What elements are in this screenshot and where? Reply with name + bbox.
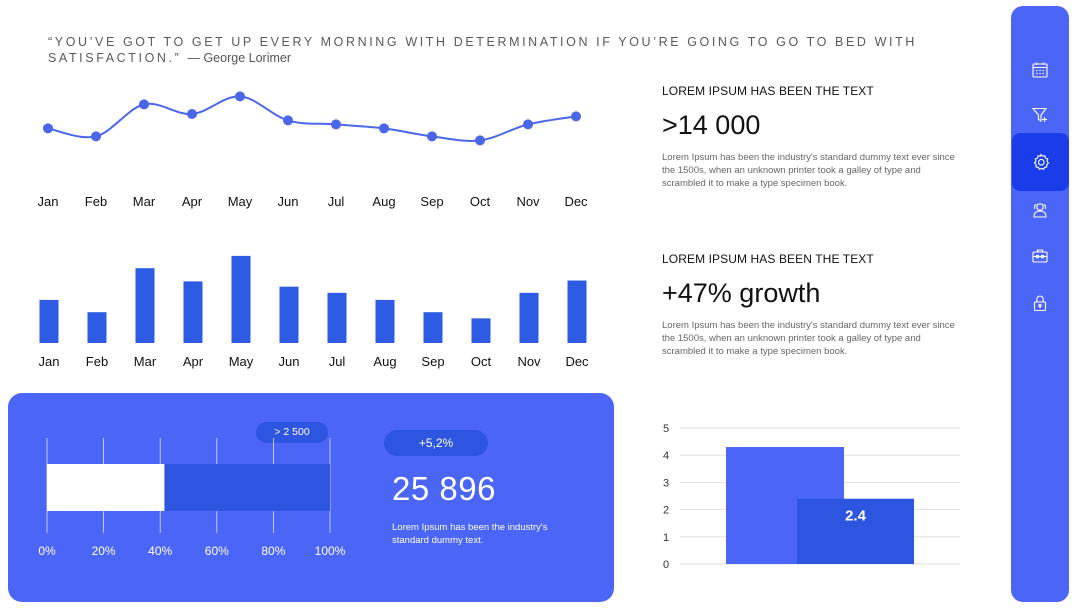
bar-dec bbox=[567, 280, 587, 343]
data-point-sep bbox=[427, 131, 437, 142]
sidebar-item-filter[interactable] bbox=[1011, 92, 1069, 138]
x-tick-label: 100% bbox=[315, 544, 346, 558]
bar-jul bbox=[327, 292, 347, 343]
bar-apr bbox=[183, 281, 203, 343]
data-point-mar bbox=[139, 99, 149, 110]
x-tick-label: Apr bbox=[183, 354, 204, 369]
users-icon bbox=[1033, 203, 1047, 218]
progress-segment-1 bbox=[47, 464, 165, 511]
stat-heading: LOREM IPSUM HAS BEEN THE TEXT bbox=[662, 252, 874, 266]
x-tick-label: 20% bbox=[92, 544, 116, 558]
series-line bbox=[47, 95, 577, 142]
filter-icon bbox=[1031, 107, 1048, 122]
bar-sep bbox=[423, 312, 443, 343]
stat-heading: LOREM IPSUM HAS BEEN THE TEXT bbox=[662, 84, 874, 98]
x-tick-label: Mar bbox=[133, 194, 156, 209]
monthly-line-chart: Jan Feb Mar Apr May Jun Jul Aug Sep Oct Nov Dec bbox=[38, 91, 588, 209]
x-tick-label: Sep bbox=[420, 194, 443, 209]
data-point-oct bbox=[475, 135, 485, 146]
data-label: 2.4 bbox=[845, 508, 867, 525]
x-tick-label: Jul bbox=[328, 194, 345, 209]
comparison-bar-chart: 0 1 2 3 4 5 2.4 bbox=[663, 423, 960, 571]
x-tick-label: Jun bbox=[278, 194, 299, 209]
x-tick-label: Feb bbox=[86, 354, 108, 369]
x-tick-label: Feb bbox=[85, 194, 107, 209]
x-tick-label: Dec bbox=[564, 194, 588, 209]
bar-nov bbox=[519, 292, 539, 343]
progress-bar-chart: 0% 20% 40% 60% 80% 100% bbox=[38, 438, 346, 558]
data-point-feb bbox=[91, 131, 101, 142]
bar-may bbox=[231, 255, 251, 343]
y-tick-label: 1 bbox=[663, 532, 669, 544]
y-tick-label: 3 bbox=[663, 477, 669, 489]
kpi-description: Lorem Ipsum has been the industry's stan… bbox=[392, 522, 548, 546]
stat-description: Lorem Ipsum has been the industry's stan… bbox=[662, 320, 955, 357]
progress-segment-2 bbox=[164, 464, 330, 511]
data-point-dec bbox=[571, 111, 581, 122]
x-tick-label: Aug bbox=[372, 194, 395, 209]
quote: “YOU’VE GOT TO GET UP EVERY MORNING WITH… bbox=[48, 34, 948, 66]
bar-jan bbox=[39, 299, 59, 343]
stat-block-2: LOREM IPSUM HAS BEEN THE TEXT +47% growt… bbox=[662, 252, 962, 358]
stat-block-1: LOREM IPSUM HAS BEEN THE TEXT >14 000 Lo… bbox=[662, 84, 962, 190]
x-tick-label: Mar bbox=[134, 354, 157, 369]
x-tick-label: Nov bbox=[516, 194, 540, 209]
sidebar bbox=[1011, 6, 1069, 602]
growth-badge: +5,2% bbox=[384, 430, 488, 456]
x-tick-label: 80% bbox=[261, 544, 285, 558]
x-tick-label: Nov bbox=[517, 354, 541, 369]
x-tick-label: Jul bbox=[329, 354, 346, 369]
kpi-panel: > 2 500 0% 20% 40% 60% 80% 100% +5,2% 25 896 … bbox=[8, 393, 614, 602]
data-point-apr bbox=[187, 109, 197, 119]
y-tick-label: 4 bbox=[663, 450, 669, 462]
stat-value: >14 000 bbox=[662, 110, 761, 140]
x-tick-label: 60% bbox=[205, 544, 229, 558]
x-tick-label: 0% bbox=[38, 544, 56, 558]
quote-author: — George Lorimer bbox=[187, 51, 291, 65]
x-tick-label: Oct bbox=[470, 194, 491, 209]
sidebar-item-settings[interactable] bbox=[1012, 133, 1069, 191]
briefcase-icon bbox=[1032, 249, 1048, 263]
data-point-aug bbox=[379, 123, 389, 134]
bar-aug bbox=[375, 299, 395, 343]
lock-icon bbox=[1033, 295, 1047, 312]
y-tick-label: 5 bbox=[663, 423, 669, 435]
stat-description: Lorem Ipsum has been the industry's stan… bbox=[662, 152, 955, 189]
sidebar-item-calendar[interactable] bbox=[1011, 47, 1069, 93]
x-tick-label: Dec bbox=[565, 354, 589, 369]
data-point-jun bbox=[283, 115, 293, 126]
x-tick-label: Aug bbox=[373, 354, 396, 369]
sidebar-item-lock[interactable] bbox=[1011, 280, 1069, 326]
x-tick-label: Jan bbox=[39, 354, 60, 369]
calendar-icon bbox=[1032, 62, 1048, 78]
y-tick-label: 2 bbox=[663, 505, 669, 517]
stat-value: +47% growth bbox=[662, 278, 821, 308]
monthly-bar-chart: Jan Feb Mar Apr May Jun Jul Aug Sep Oct Nov Dec bbox=[39, 255, 589, 369]
data-point-jan bbox=[43, 123, 53, 134]
x-tick-label: 40% bbox=[148, 544, 172, 558]
compare-bar-2 bbox=[797, 498, 914, 564]
y-tick-label: 0 bbox=[663, 559, 669, 571]
bar-jun bbox=[279, 286, 299, 343]
callout-badge: > 2 500 bbox=[256, 422, 328, 443]
x-tick-label: May bbox=[228, 194, 253, 209]
x-tick-label: Sep bbox=[421, 354, 444, 369]
x-tick-label: Oct bbox=[471, 354, 492, 369]
bar-feb bbox=[87, 312, 107, 343]
quote-text: “YOU’VE GOT TO GET UP EVERY MORNING WITH… bbox=[48, 35, 917, 65]
bar-oct bbox=[471, 318, 491, 343]
settings-icon bbox=[1033, 153, 1049, 171]
x-tick-label: Jun bbox=[279, 354, 300, 369]
data-point-nov bbox=[523, 119, 533, 130]
x-tick-label: Apr bbox=[182, 194, 203, 209]
sidebar-item-briefcase[interactable] bbox=[1011, 233, 1069, 279]
x-tick-label: Jan bbox=[38, 194, 59, 209]
kpi-number: 25 896 bbox=[392, 470, 496, 507]
bar-mar bbox=[135, 268, 155, 343]
data-point-may bbox=[235, 91, 245, 102]
sidebar-item-users[interactable] bbox=[1011, 187, 1069, 233]
x-tick-label: May bbox=[229, 354, 254, 369]
data-point-jul bbox=[331, 119, 341, 130]
